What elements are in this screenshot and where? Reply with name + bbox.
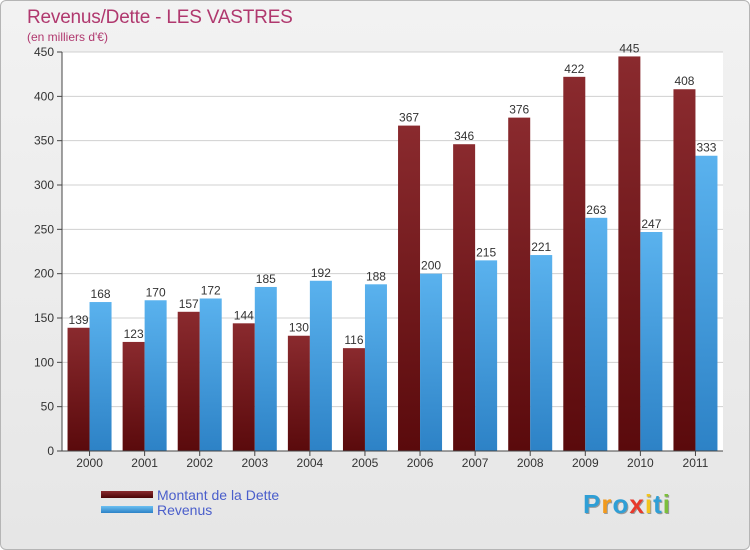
bar-revenus xyxy=(144,300,167,451)
data-label-debt: 144 xyxy=(234,308,254,322)
bar-revenus xyxy=(475,260,498,451)
x-tick-label: 2007 xyxy=(462,456,489,470)
bar-revenus xyxy=(89,302,112,451)
y-tick-label: 150 xyxy=(34,311,54,325)
bar-debt xyxy=(398,125,421,452)
x-axis: 2000 2001 2002 2003 2004 2005 2006 2007 2008 2009… xyxy=(62,450,723,470)
y-tick-label: 200 xyxy=(34,267,54,281)
bar-debt xyxy=(67,327,90,451)
bar-debt xyxy=(618,56,641,451)
data-label-debt: 408 xyxy=(674,74,694,88)
logo-letter: i xyxy=(662,489,671,519)
logo-letter: i xyxy=(644,489,654,519)
bar-revenus xyxy=(364,284,387,451)
y-tick-label: 100 xyxy=(34,355,54,369)
y-tick-label: 300 xyxy=(34,178,54,192)
x-tick-label: 2005 xyxy=(352,456,379,470)
data-label-revenus: 192 xyxy=(311,266,331,280)
bar-debt xyxy=(122,341,145,451)
y-tick-label: 250 xyxy=(34,222,54,236)
data-label-revenus: 170 xyxy=(146,285,166,299)
legend-swatch-debt xyxy=(101,491,153,498)
y-tick-label: 400 xyxy=(34,89,54,103)
y-axis: 0 50 100 150 200 250 300 350 400 450 xyxy=(34,45,63,458)
bar-revenus xyxy=(309,280,332,451)
data-label-debt: 346 xyxy=(454,129,474,143)
data-label-revenus: 172 xyxy=(201,283,221,297)
bar-revenus xyxy=(585,217,608,451)
data-label-debt: 422 xyxy=(564,62,584,76)
x-tick-label: 2008 xyxy=(517,456,544,470)
bar-revenus xyxy=(640,231,663,451)
legend-item-debt: Montant de la Dette xyxy=(101,486,280,503)
x-tick-label: 2010 xyxy=(627,456,654,470)
bar-debt xyxy=(177,311,200,451)
bar-debt xyxy=(342,348,365,451)
data-label-revenus: 168 xyxy=(91,287,111,301)
logo-letter: P xyxy=(583,489,602,519)
y-tick-label: 0 xyxy=(47,444,54,458)
bar-revenus xyxy=(420,273,443,451)
bar-debt xyxy=(673,89,696,452)
plot-area xyxy=(62,52,723,451)
legend-label-revenus: Revenus xyxy=(157,501,213,518)
data-label-debt: 116 xyxy=(344,333,363,347)
data-label-revenus: 215 xyxy=(476,245,496,259)
bars xyxy=(67,56,718,452)
legend-label-debt: Montant de la Dette xyxy=(157,486,280,503)
y-tick-label: 350 xyxy=(34,134,54,148)
data-label-debt: 139 xyxy=(69,313,89,327)
legend: Montant de la Dette Revenus xyxy=(101,486,280,518)
y-tick-label: 50 xyxy=(41,400,55,414)
logo-letter: x xyxy=(629,489,645,519)
grid-lines xyxy=(62,51,723,452)
x-tick-label: 2006 xyxy=(407,456,434,470)
bar-revenus xyxy=(199,298,222,451)
x-tick-label: 2002 xyxy=(186,456,213,470)
x-tick-label: 2004 xyxy=(297,456,324,470)
data-label-revenus: 188 xyxy=(366,269,386,283)
proxiti-logo: Proxiti xyxy=(583,489,671,520)
bar-debt xyxy=(287,335,310,451)
x-tick-label: 2009 xyxy=(572,456,599,470)
bar-debt xyxy=(563,76,586,452)
x-tick-label: 2000 xyxy=(76,456,103,470)
data-label-debt: 367 xyxy=(399,111,419,125)
bar-revenus xyxy=(695,155,718,452)
data-label-debt: 376 xyxy=(509,103,529,117)
data-label-revenus: 263 xyxy=(586,203,606,217)
x-tick-label: 2011 xyxy=(683,456,709,470)
chart-title: Revenus/Dette - LES VASTRES xyxy=(27,7,293,28)
logo-letter: r xyxy=(601,489,613,519)
legend-swatch-revenus xyxy=(101,506,153,513)
x-tick-label: 2001 xyxy=(131,456,158,470)
data-label-revenus: 221 xyxy=(531,240,551,254)
data-label-debt: 130 xyxy=(289,321,309,335)
logo-letter: t xyxy=(653,489,663,519)
chart-subtitle: (en milliers d'€) xyxy=(27,30,108,44)
data-label-revenus: 200 xyxy=(421,259,441,273)
bar-debt xyxy=(453,144,476,452)
y-tick-label: 450 xyxy=(34,45,54,59)
data-label-revenus: 333 xyxy=(696,141,716,155)
data-label-debt: 123 xyxy=(124,327,144,341)
data-label-debt: 445 xyxy=(619,41,639,55)
x-tick-label: 2003 xyxy=(241,456,268,470)
bar-revenus xyxy=(254,286,277,451)
data-label-revenus: 185 xyxy=(256,272,276,286)
data-label-revenus: 247 xyxy=(641,217,661,231)
bar-debt xyxy=(232,323,255,451)
bar-debt xyxy=(508,117,531,451)
logo-letter: o xyxy=(612,489,630,519)
legend-item-revenus: Revenus xyxy=(101,501,279,518)
data-label-debt: 157 xyxy=(179,297,199,311)
bar-revenus xyxy=(530,255,553,451)
